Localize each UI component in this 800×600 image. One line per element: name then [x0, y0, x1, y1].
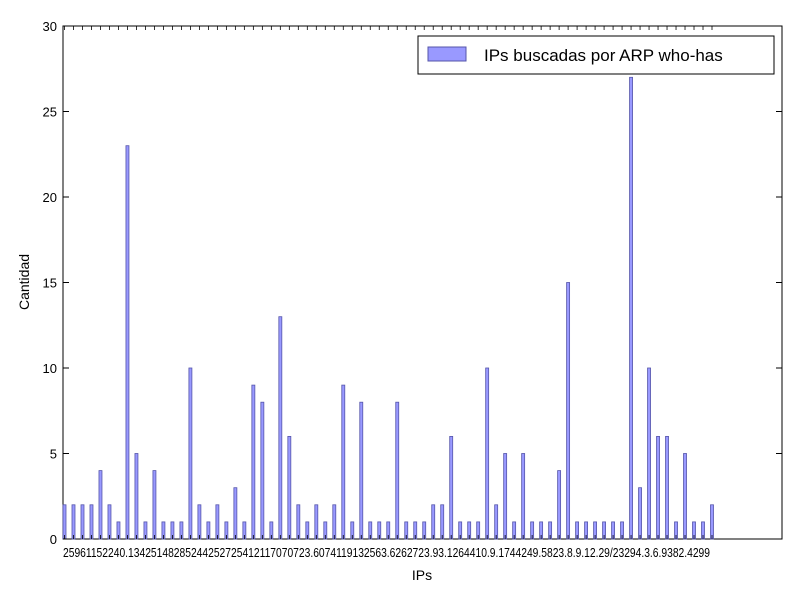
bar	[233, 487, 238, 540]
bar	[710, 504, 714, 540]
legend-swatch	[427, 46, 467, 62]
bar	[440, 504, 445, 540]
y-tick-label: 25	[43, 105, 57, 120]
bar	[251, 384, 256, 540]
bar	[503, 453, 508, 540]
bar	[260, 401, 265, 540]
bar	[647, 367, 651, 540]
bar	[296, 504, 301, 540]
plot-area	[62, 25, 783, 540]
bar	[62, 504, 67, 540]
y-tick-label: 20	[43, 190, 57, 205]
y-ticks-layer: 0 5 10 15 20 25 30	[43, 19, 782, 547]
bar	[332, 504, 337, 540]
bar	[629, 76, 633, 540]
y-tick-label: 0	[50, 532, 57, 547]
legend-label: IPs buscadas por ARP who-has	[484, 46, 723, 65]
bar	[494, 504, 499, 540]
bar	[314, 504, 319, 540]
bar	[71, 504, 76, 540]
bar	[341, 384, 346, 540]
bar	[656, 435, 660, 540]
bar	[278, 316, 283, 540]
y-tick-label: 15	[43, 276, 57, 291]
bar	[359, 401, 364, 540]
x-ticks-layer	[64, 26, 713, 539]
bar	[197, 504, 202, 540]
y-tick-label: 30	[43, 19, 57, 34]
bar	[89, 504, 94, 540]
bar	[107, 504, 112, 540]
bar	[134, 453, 139, 540]
bar	[449, 435, 454, 540]
legend-box	[417, 35, 775, 75]
bar	[638, 487, 642, 540]
bar	[125, 145, 130, 540]
y-axis-label: Cantidad	[16, 254, 32, 310]
bar	[395, 401, 400, 540]
bar	[80, 504, 85, 540]
bar	[152, 470, 157, 540]
bar	[215, 504, 220, 540]
bar	[683, 453, 687, 540]
bar	[431, 504, 436, 540]
bar	[98, 470, 103, 540]
bar	[521, 453, 526, 540]
y-tick-label: 5	[50, 447, 57, 462]
bar	[188, 367, 193, 540]
bar	[665, 435, 669, 540]
bar	[557, 470, 562, 540]
bar	[566, 282, 571, 540]
x-tick-labels: 25961152240.1342514828524425272541211707…	[63, 545, 710, 560]
x-axis-label: IPs	[412, 567, 432, 583]
legend: IPs buscadas por ARP who-has	[417, 35, 775, 75]
y-tick-label: 10	[43, 361, 57, 376]
bar	[287, 435, 292, 540]
bar	[485, 367, 490, 540]
